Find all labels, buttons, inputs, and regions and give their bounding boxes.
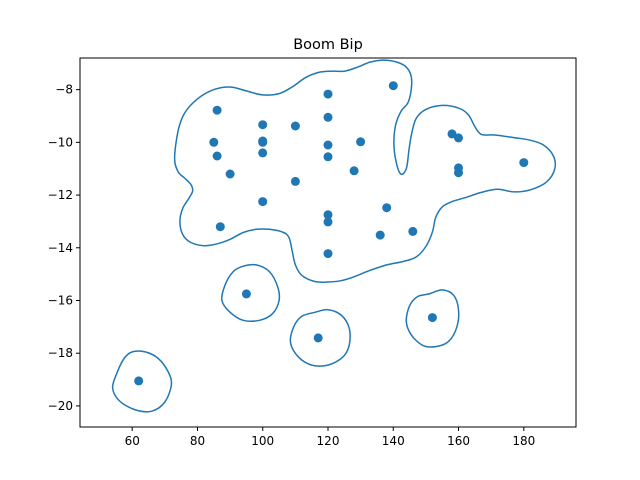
y-tick-label: −12 [48, 188, 73, 202]
contour-line-2 [111, 350, 173, 413]
data-point-6 [225, 169, 235, 179]
x-tick-label: 160 [447, 434, 470, 448]
data-point-5 [215, 222, 225, 232]
data-point-4 [212, 151, 222, 161]
data-point-22 [323, 249, 333, 259]
point-layer [134, 81, 529, 386]
chart-title: Boom Bip [293, 37, 363, 53]
data-point-8 [258, 120, 268, 130]
x-tick-label: 80 [190, 434, 205, 448]
data-point-16 [323, 89, 333, 99]
data-point-18 [323, 140, 333, 150]
data-point-29 [427, 313, 437, 323]
data-point-17 [323, 112, 333, 122]
data-point-33 [454, 168, 463, 178]
data-point-7 [241, 289, 251, 299]
data-point-11 [258, 148, 268, 158]
contour-line-5 [405, 289, 460, 348]
data-point-1 [134, 376, 144, 386]
data-point-12 [258, 197, 268, 207]
x-tick-label: 60 [125, 434, 140, 448]
plot-frame [79, 57, 577, 428]
x-tick-label: 180 [512, 434, 535, 448]
data-point-21 [323, 217, 333, 227]
data-point-31 [454, 133, 463, 143]
contour-line-4 [289, 308, 351, 367]
data-point-24 [356, 137, 366, 147]
data-point-28 [408, 226, 418, 236]
data-point-20 [323, 210, 333, 220]
contour-line-1 [173, 59, 557, 283]
data-point-23 [349, 166, 359, 176]
data-point-27 [388, 81, 398, 91]
data-point-3 [212, 105, 222, 115]
data-point-13 [290, 121, 300, 131]
data-point-19 [323, 152, 333, 162]
data-point-2 [209, 137, 219, 147]
y-tick-label: −8 [55, 83, 73, 97]
data-point-30 [447, 129, 457, 139]
x-tick-label: 140 [382, 434, 405, 448]
x-tick-label: 100 [251, 434, 274, 448]
y-tick-label: −14 [48, 241, 73, 255]
data-point-25 [375, 230, 385, 240]
x-axis: 60 80 100 120 140 160 180 [125, 427, 535, 448]
y-tick-label: −18 [48, 346, 73, 360]
data-point-10 [258, 137, 268, 147]
data-point-34 [519, 158, 529, 168]
x-tick-label: 120 [317, 434, 340, 448]
y-tick-label: −10 [48, 135, 73, 149]
y-tick-label: −16 [48, 293, 73, 307]
data-point-15 [313, 333, 323, 343]
contour-line-3 [220, 263, 281, 322]
y-axis: −20 −18 −16 −14 −12 −10 −8 [48, 83, 80, 413]
contour-layer [111, 59, 557, 413]
data-point-26 [382, 203, 392, 213]
data-point-14 [290, 176, 300, 186]
y-tick-label: −20 [48, 399, 73, 413]
